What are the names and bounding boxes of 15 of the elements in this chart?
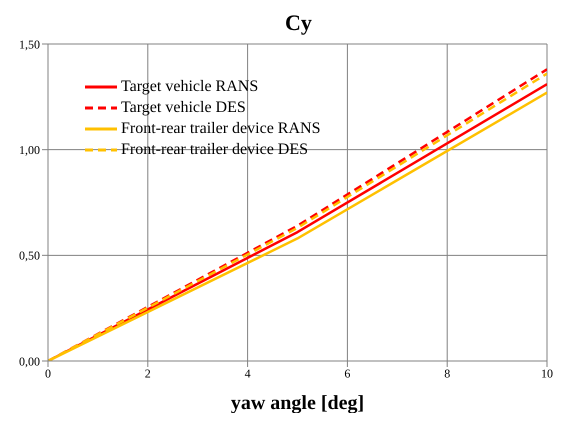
x-tick-label: 2 [144, 366, 151, 381]
chart-title: Cy [284, 9, 313, 37]
legend-label: Target vehicle RANS [121, 78, 258, 96]
y-tick-label: 1,50 [19, 37, 40, 52]
x-tick-label: 6 [344, 366, 350, 381]
y-tick-label: 1,00 [19, 142, 40, 157]
x-tick-label: 0 [45, 366, 51, 381]
legend-label: Front-rear trailer device DES [121, 140, 308, 158]
x-tick-label: 8 [444, 366, 450, 381]
legend-label: Front-rear trailer device RANS [121, 120, 320, 138]
legend-label: Target vehicle DES [121, 98, 246, 116]
x-tick-label: 10 [541, 366, 553, 381]
y-tick-label: 0,50 [19, 248, 40, 263]
x-tick-label: 4 [244, 366, 251, 381]
y-tick-label: 0,00 [19, 354, 40, 368]
